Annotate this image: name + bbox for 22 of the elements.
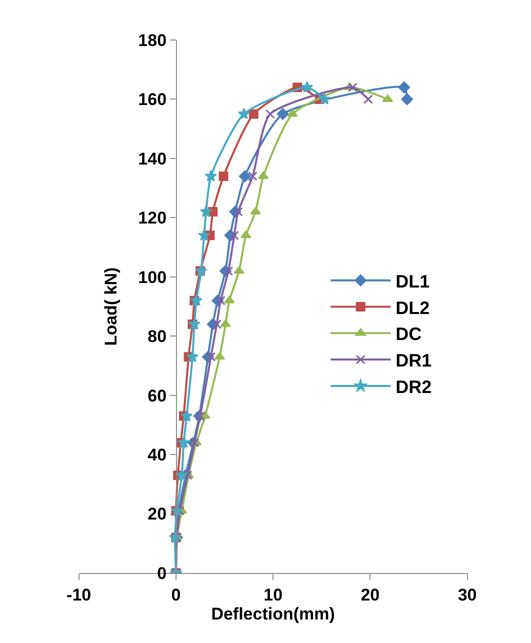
legend-label: DL1 [396,271,430,292]
y-tick-label: 120 [138,208,167,228]
y-axis-title: Load( kN) [102,267,121,346]
legend-label: DR1 [396,350,432,371]
x-tick-label: 30 [458,585,477,604]
y-tick-label: 60 [148,386,167,406]
y-tick-label: 20 [148,504,167,524]
x-tick-label: 10 [264,585,283,604]
y-tick-label: 0 [157,564,167,583]
legend-label: DC [396,324,422,344]
legend-label: DL2 [396,298,430,318]
x-tick-label: 20 [360,585,380,604]
y-tick-label: 140 [138,149,167,168]
y-tick-label: 180 [138,30,167,50]
x-tick-label: 0 [171,585,181,604]
y-tick-label: 40 [148,446,167,465]
y-tick-label: 100 [138,268,167,287]
x-axis-title: Deflection(mm) [211,604,335,624]
legend-label: DR2 [396,376,432,397]
y-tick-label: 80 [148,327,167,346]
y-tick-label: 160 [138,90,167,110]
x-tick-label: -10 [66,585,92,604]
